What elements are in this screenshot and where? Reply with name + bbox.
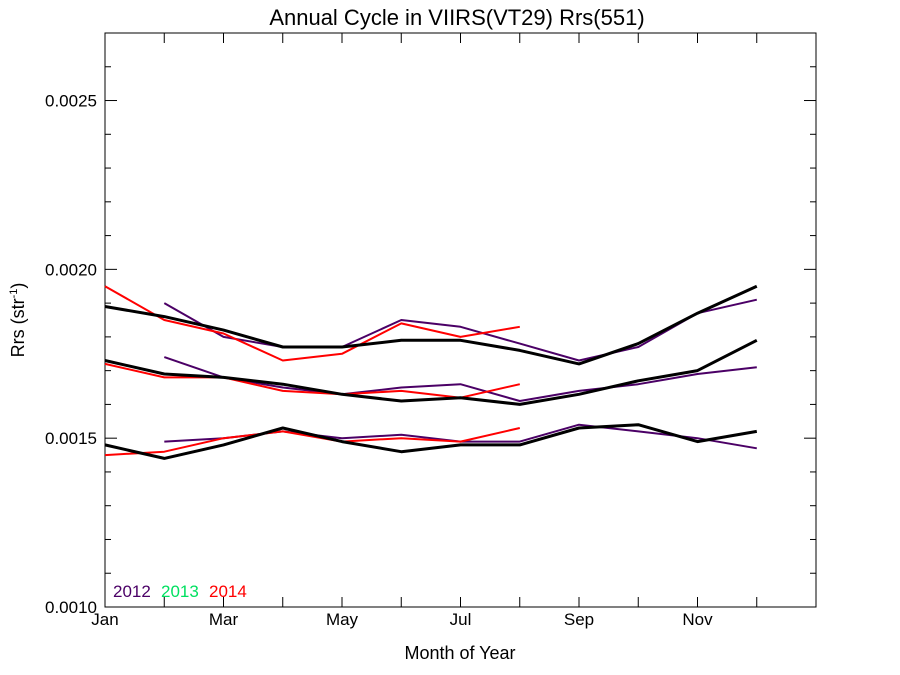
y-tick-label: 0.0010	[45, 598, 97, 617]
legend-entry-2014: 2014	[209, 582, 247, 601]
x-tick-label: Jul	[450, 610, 472, 629]
y-tick-label: 0.0020	[45, 260, 97, 279]
axis-ticks	[104, 32, 817, 608]
series-line-middle-2012	[163, 356, 757, 402]
y-tick-label: 0.0015	[45, 429, 97, 448]
series-line-upper-climatology	[104, 284, 758, 366]
x-axis-label: Month of Year	[404, 643, 515, 663]
series-line-upper-2014	[104, 285, 520, 362]
y-tick-label: 0.0025	[45, 92, 97, 111]
legend: 2012 2013 2014	[113, 582, 247, 601]
series-line-lower-climatology	[104, 423, 758, 460]
series-layer	[104, 284, 758, 460]
x-tick-label: Nov	[682, 610, 713, 629]
series-line-middle-2014	[104, 362, 521, 399]
legend-entry-2012: 2012	[113, 582, 151, 601]
x-tick-label: Jan	[91, 610, 118, 629]
x-tick-label: May	[326, 610, 359, 629]
series-line-middle-climatology	[104, 338, 758, 406]
x-tick-label: Mar	[209, 610, 239, 629]
plot-frame	[104, 32, 817, 608]
tick-labels: Jan Mar May Jul Sep Nov 0.0010 0.0015 0.0020 0.00…	[45, 92, 713, 629]
legend-entry-2013: 2013	[161, 582, 199, 601]
chart-title: Annual Cycle in VIIRS(VT29) Rrs(551)	[269, 5, 644, 30]
series-line-upper-2012	[163, 298, 758, 362]
series-line-lower-2014	[104, 427, 521, 457]
x-tick-label: Sep	[564, 610, 594, 629]
y-axis-label: Rrs (str-1)	[8, 283, 28, 358]
